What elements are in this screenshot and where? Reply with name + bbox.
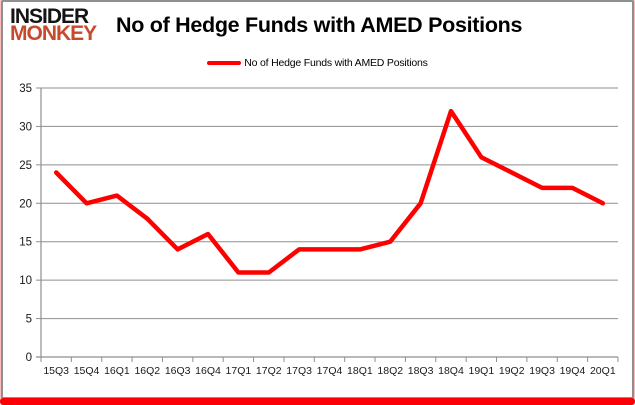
y-tick-label: 35 — [19, 83, 32, 95]
bottom-red-bar — [0, 398, 635, 405]
x-tick-label: 18Q1 — [347, 365, 373, 377]
x-tick-label: 18Q2 — [377, 365, 403, 377]
insider-monkey-logo: INSIDER MONKEY — [10, 5, 97, 45]
x-tick-label: 19Q1 — [468, 365, 494, 377]
x-tick-label: 19Q2 — [499, 365, 525, 377]
x-tick-label: 17Q1 — [226, 365, 252, 377]
x-tick-label: 17Q4 — [317, 365, 343, 377]
legend-line-marker — [207, 61, 242, 65]
legend: No of Hedge Funds with AMED Positions — [0, 57, 635, 69]
x-tick-label: 18Q3 — [408, 365, 434, 377]
y-tick-label: 30 — [19, 121, 32, 133]
legend-label: No of Hedge Funds with AMED Positions — [244, 57, 428, 69]
x-tick-label: 16Q4 — [195, 365, 221, 377]
series-line — [53, 108, 606, 275]
y-tick-label: 15 — [19, 237, 32, 249]
y-tick-label: 10 — [19, 275, 32, 287]
x-tick-label: 17Q2 — [256, 365, 282, 377]
x-tick-label: 20Q1 — [590, 365, 616, 377]
x-tick-label: 16Q1 — [104, 365, 130, 377]
x-tick-label: 17Q3 — [286, 365, 312, 377]
x-tick-label: 19Q3 — [529, 365, 555, 377]
y-tick-label: 20 — [19, 198, 32, 210]
y-tick-label: 5 — [26, 314, 32, 326]
x-tick-label: 19Q4 — [560, 365, 586, 377]
y-tick-label: 0 — [26, 352, 32, 364]
logo-insider-text: INSIDER — [10, 5, 89, 28]
x-tick-label: 16Q3 — [165, 365, 191, 377]
chart-canvas: 0 5 10 15 20 25 30 35 15Q3 15Q4 16Q1 16Q2 16Q3 16Q4 17… — [19, 83, 619, 377]
y-tick-label: 25 — [19, 160, 32, 172]
x-tick-label: 16Q2 — [134, 365, 160, 377]
x-tick-label: 15Q3 — [43, 365, 69, 377]
logo-monkey-text: MONKEY — [10, 22, 97, 45]
x-tick-label: 18Q4 — [438, 365, 464, 377]
x-tick-label: 15Q4 — [74, 365, 100, 377]
chart-title: No of Hedge Funds with AMED Positions — [116, 13, 523, 37]
